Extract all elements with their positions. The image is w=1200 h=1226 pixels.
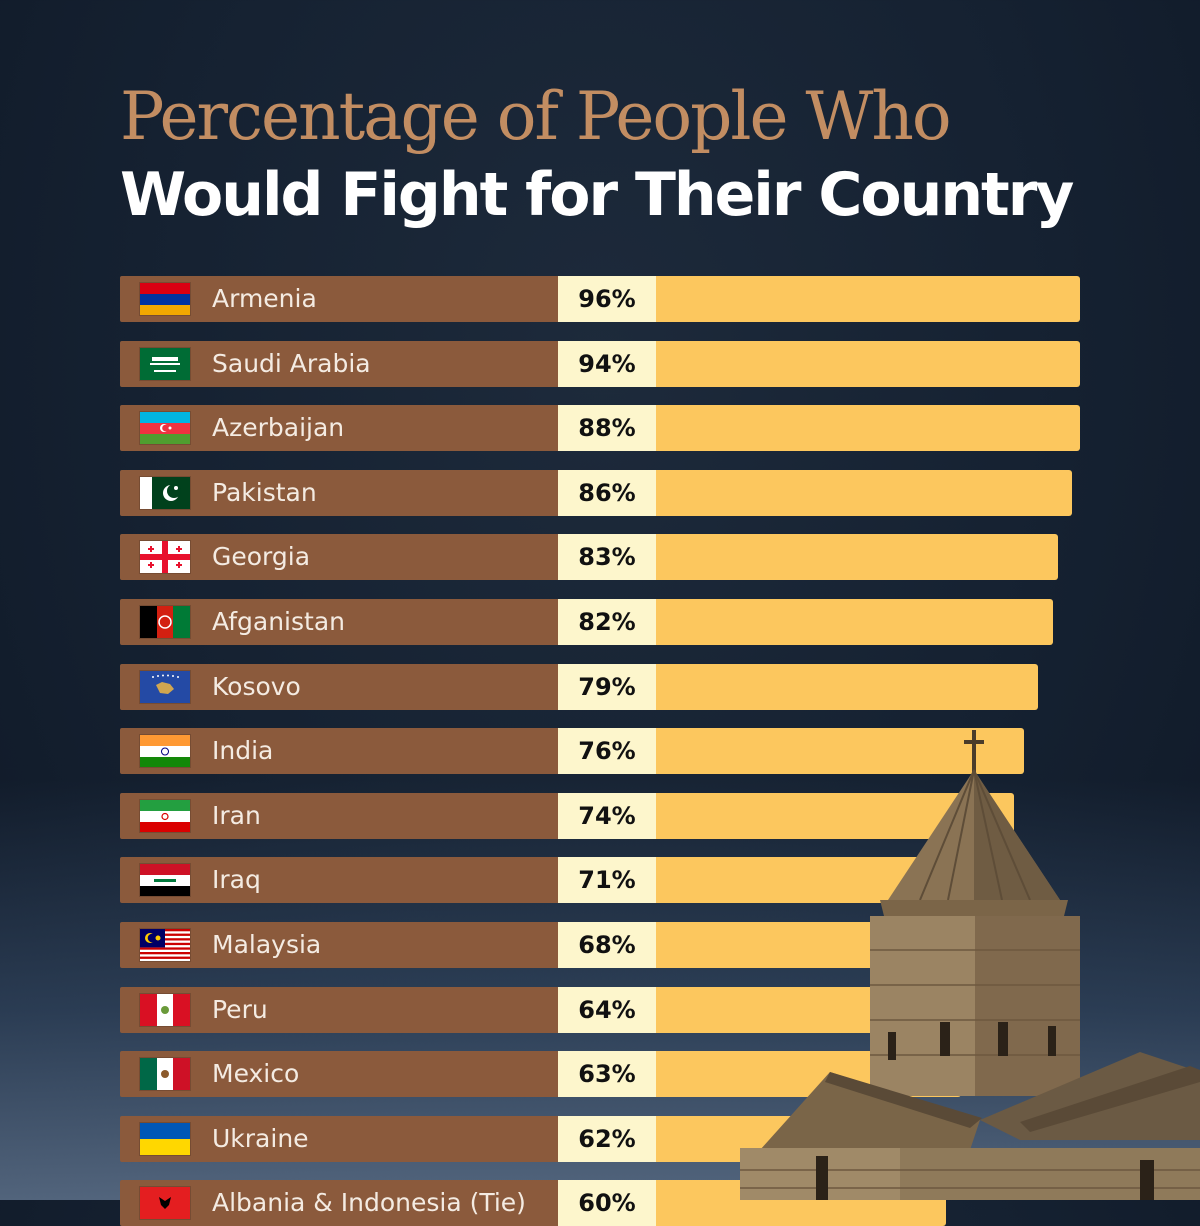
armenia-flag (140, 283, 190, 315)
country-label: Pakistan (212, 477, 317, 507)
country-bar (120, 792, 558, 839)
value-bar (656, 1051, 961, 1098)
bar-chart: Armenia 96% Saudi Arabia 94% Azerbaijan 88% Pa… (120, 276, 1080, 1226)
country-label: Azerbaijan (212, 413, 345, 443)
percent-label: 82% (558, 599, 656, 645)
percent-label: 79% (558, 663, 656, 710)
country-label: Iraq (212, 865, 261, 895)
country-bar (120, 534, 558, 581)
country-bar (120, 922, 558, 968)
bar-row: Pakistan 86% (120, 469, 1073, 516)
percent-label: 83% (558, 534, 656, 581)
ukraine-flag (140, 1122, 190, 1155)
percent-label: 76% (558, 728, 656, 775)
india-flag (140, 735, 190, 768)
country-label: Saudi Arabia (212, 348, 371, 378)
value-bar (656, 1180, 947, 1226)
percent-label: 60% (558, 1180, 656, 1226)
percent-label: 74% (558, 792, 656, 839)
percent-label: 71% (558, 857, 656, 904)
value-bar (656, 534, 1058, 581)
iraq-flag (140, 864, 190, 897)
value-bar (656, 1115, 957, 1162)
saudi-arabia-flag (140, 347, 190, 380)
value-bar (656, 663, 1039, 710)
bar-row: Iraq 71% (120, 857, 1000, 904)
title-line-1: Percentage of People Who (120, 78, 952, 155)
bar-row: India 76% (120, 728, 1024, 775)
country-label: India (212, 736, 274, 766)
country-label: Peru (212, 994, 268, 1024)
country-label: Ukraine (212, 1123, 309, 1153)
bar-row: Mexico 63% (120, 1051, 961, 1098)
bar-row: Georgia 83% (120, 534, 1058, 581)
malaysia-flag (140, 929, 190, 961)
albania-flag (140, 1187, 190, 1220)
bar-row: Saudi Arabia 94% (120, 340, 1080, 387)
azerbaijan-flag (140, 412, 190, 445)
country-bar (120, 276, 558, 322)
georgia-flag (140, 541, 190, 574)
country-bar (120, 1051, 558, 1098)
percent-label: 62% (558, 1115, 656, 1162)
percent-label: 64% (558, 986, 656, 1033)
pakistan-flag (140, 476, 190, 509)
value-bar (656, 986, 966, 1033)
country-bar (120, 728, 558, 775)
kosovo-flag (140, 670, 190, 703)
bar-row: Kosovo 79% (120, 663, 1039, 710)
bar-row: Armenia 96% (120, 276, 1080, 322)
country-label: Kosovo (212, 671, 301, 701)
bar-row: Malaysia 68% (120, 922, 986, 968)
country-bar (120, 986, 558, 1033)
country-bar (120, 405, 558, 452)
country-bar (120, 1115, 558, 1162)
country-bar (120, 469, 558, 516)
value-bar (656, 469, 1073, 516)
percent-label: 63% (558, 1051, 656, 1098)
country-label: Georgia (212, 542, 311, 572)
title-line-2: Would Fight for Their Country (120, 160, 1074, 230)
bar-row: Ukraine 62% (120, 1115, 957, 1162)
bar-row: Albania & Indonesia (Tie) 60% (120, 1180, 947, 1226)
afghanistan-flag (140, 606, 190, 638)
country-bar (120, 663, 558, 710)
country-label: Iran (212, 800, 261, 830)
country-label: Armenia (212, 284, 317, 313)
value-bar (656, 340, 1080, 387)
country-label: Afganistan (212, 607, 345, 636)
percent-label: 94% (558, 340, 656, 387)
percent-label: 96% (558, 276, 656, 322)
mexico-flag (140, 1058, 190, 1091)
value-bar (656, 857, 1000, 904)
country-label: Albania & Indonesia (Tie) (212, 1188, 526, 1218)
country-label: Mexico (212, 1059, 300, 1089)
country-label: Malaysia (212, 930, 322, 959)
bar-row: Peru 64% (120, 986, 966, 1033)
bar-row: Azerbaijan 88% (120, 405, 1080, 452)
value-bar (656, 728, 1024, 775)
value-bar (656, 599, 1053, 645)
bar-row: Afganistan 82% (120, 599, 1053, 645)
value-bar (656, 276, 1080, 322)
country-bar (120, 857, 558, 904)
percent-label: 86% (558, 469, 656, 516)
country-bar (120, 340, 558, 387)
country-bar (120, 599, 558, 645)
percent-label: 68% (558, 922, 656, 968)
bar-row: Iran 74% (120, 792, 1015, 839)
iran-flag (140, 799, 190, 832)
percent-label: 88% (558, 405, 656, 452)
peru-flag (140, 993, 190, 1026)
value-bar (656, 405, 1080, 452)
value-bar (656, 792, 1015, 839)
value-bar (656, 922, 986, 968)
